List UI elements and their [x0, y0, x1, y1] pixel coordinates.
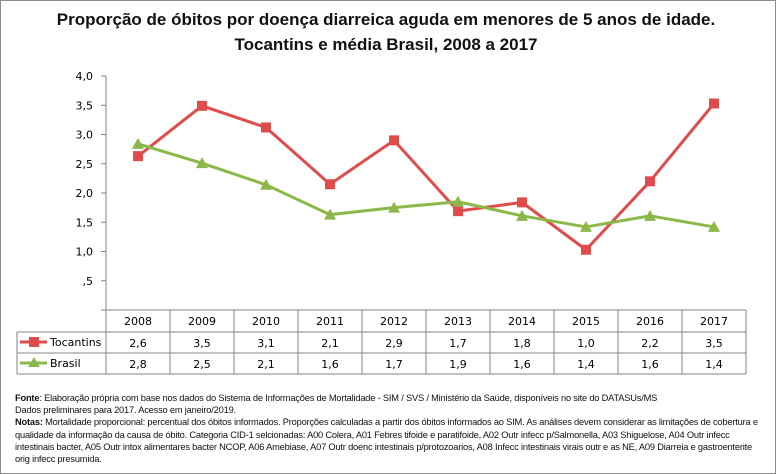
brasil-point — [132, 137, 144, 149]
brasil-legend-label: Brasil — [50, 357, 81, 370]
brasil-value-label: 2,8 — [129, 358, 147, 371]
brasil-point — [708, 220, 720, 232]
y-tick-label: 3,5 — [76, 99, 94, 112]
y-tick-label: 1,5 — [76, 216, 94, 229]
brasil-value-label: 1,6 — [641, 358, 659, 371]
y-tick-label: 3,0 — [76, 129, 94, 142]
source-label: Fonte — [15, 393, 40, 403]
line-chart: ,5 1,0 1,5 2,0 2,5 3,0 3,5 4,0 2008 2009 2010 2011 2… — [16, 70, 747, 375]
brasil-value-label: 1,7 — [385, 358, 403, 371]
x-category-label: 2017 — [700, 315, 728, 328]
tocantins-point — [709, 98, 719, 109]
y-tick-label: 2,5 — [76, 158, 94, 171]
tocantins-value-label: 1,7 — [449, 337, 467, 350]
tocantins-legend-label: Tocantins — [49, 336, 102, 349]
y-tick-label: ,5 — [83, 275, 94, 288]
brasil-point — [260, 178, 272, 190]
notes-text: Mortalidade proporcional: percentual dos… — [15, 417, 758, 465]
brasil-value-label: 1,9 — [449, 358, 467, 371]
tocantins-point — [197, 100, 207, 111]
tocantins-value-label: 2,6 — [129, 337, 147, 350]
brasil-value-label: 2,1 — [257, 358, 275, 371]
x-category-label: 2012 — [380, 315, 408, 328]
x-category-label: 2010 — [252, 315, 280, 328]
x-category-label: 2008 — [124, 315, 152, 328]
brasil-value-label: 1,4 — [705, 358, 723, 371]
tocantins-value-label: 2,2 — [641, 337, 659, 350]
brasil-point — [452, 195, 464, 207]
y-tick-label: 2,0 — [76, 187, 94, 200]
brasil-point — [324, 208, 336, 220]
tocantins-value-label: 2,1 — [321, 337, 339, 350]
brasil-point — [644, 209, 656, 221]
source-text: : Elaboração própria com base nos dados … — [39, 393, 658, 403]
notes-label: Notas: — [15, 417, 43, 428]
tocantins-value-label: 3,5 — [193, 337, 211, 350]
tocantins-point — [389, 135, 399, 146]
tocantins-value-label: 1,8 — [513, 337, 531, 350]
x-category-label: 2013 — [444, 315, 472, 328]
tocantins-line — [137, 102, 716, 252]
brasil-line — [137, 142, 715, 229]
brasil-point — [388, 201, 400, 213]
x-category-label: 2009 — [188, 315, 216, 328]
x-category-label: 2011 — [316, 315, 344, 328]
chart-title: Proporção de óbitos por doença diarreica… — [56, 10, 716, 54]
notes-block: Fonte: Elaboração própria com base nos d… — [15, 392, 765, 465]
source-note: Fonte: Elaboração própria com base nos d… — [15, 392, 765, 404]
brasil-value-label: 2,5 — [193, 358, 211, 371]
tocantins-point — [645, 176, 655, 187]
tocantins-value-label: 3,5 — [705, 337, 723, 350]
tocantins-value-label: 3,1 — [257, 337, 275, 350]
tocantins-point — [453, 206, 463, 217]
tocantins-point — [517, 197, 527, 208]
tocantins-value-label: 1,0 — [577, 337, 595, 350]
tocantins-point — [133, 151, 143, 162]
notes-text-block: Notas: Mortalidade proporcional: percent… — [15, 416, 765, 465]
brasil-point — [580, 220, 592, 232]
brasil-value-label: 1,6 — [321, 358, 339, 371]
y-tick-label: 4,0 — [76, 70, 94, 83]
tocantins-value-label: 2,9 — [385, 337, 403, 350]
brasil-value-label: 1,6 — [513, 358, 531, 371]
x-category-label: 2016 — [636, 315, 664, 328]
brasil-legend-marker — [28, 357, 40, 367]
brasil-point — [516, 209, 528, 221]
brasil-point — [196, 157, 208, 169]
source-note-line2: Dados preliminares para 2017. Acesso em … — [15, 405, 236, 416]
y-tick-label: 1,0 — [76, 246, 94, 259]
x-category-label: 2014 — [508, 315, 536, 328]
brasil-value-label: 1,4 — [577, 358, 595, 371]
tocantins-point — [325, 179, 335, 190]
tocantins-point — [581, 244, 591, 255]
tocantins-point — [261, 122, 271, 133]
x-category-label: 2015 — [572, 315, 600, 328]
tocantins-legend-marker — [29, 337, 39, 347]
